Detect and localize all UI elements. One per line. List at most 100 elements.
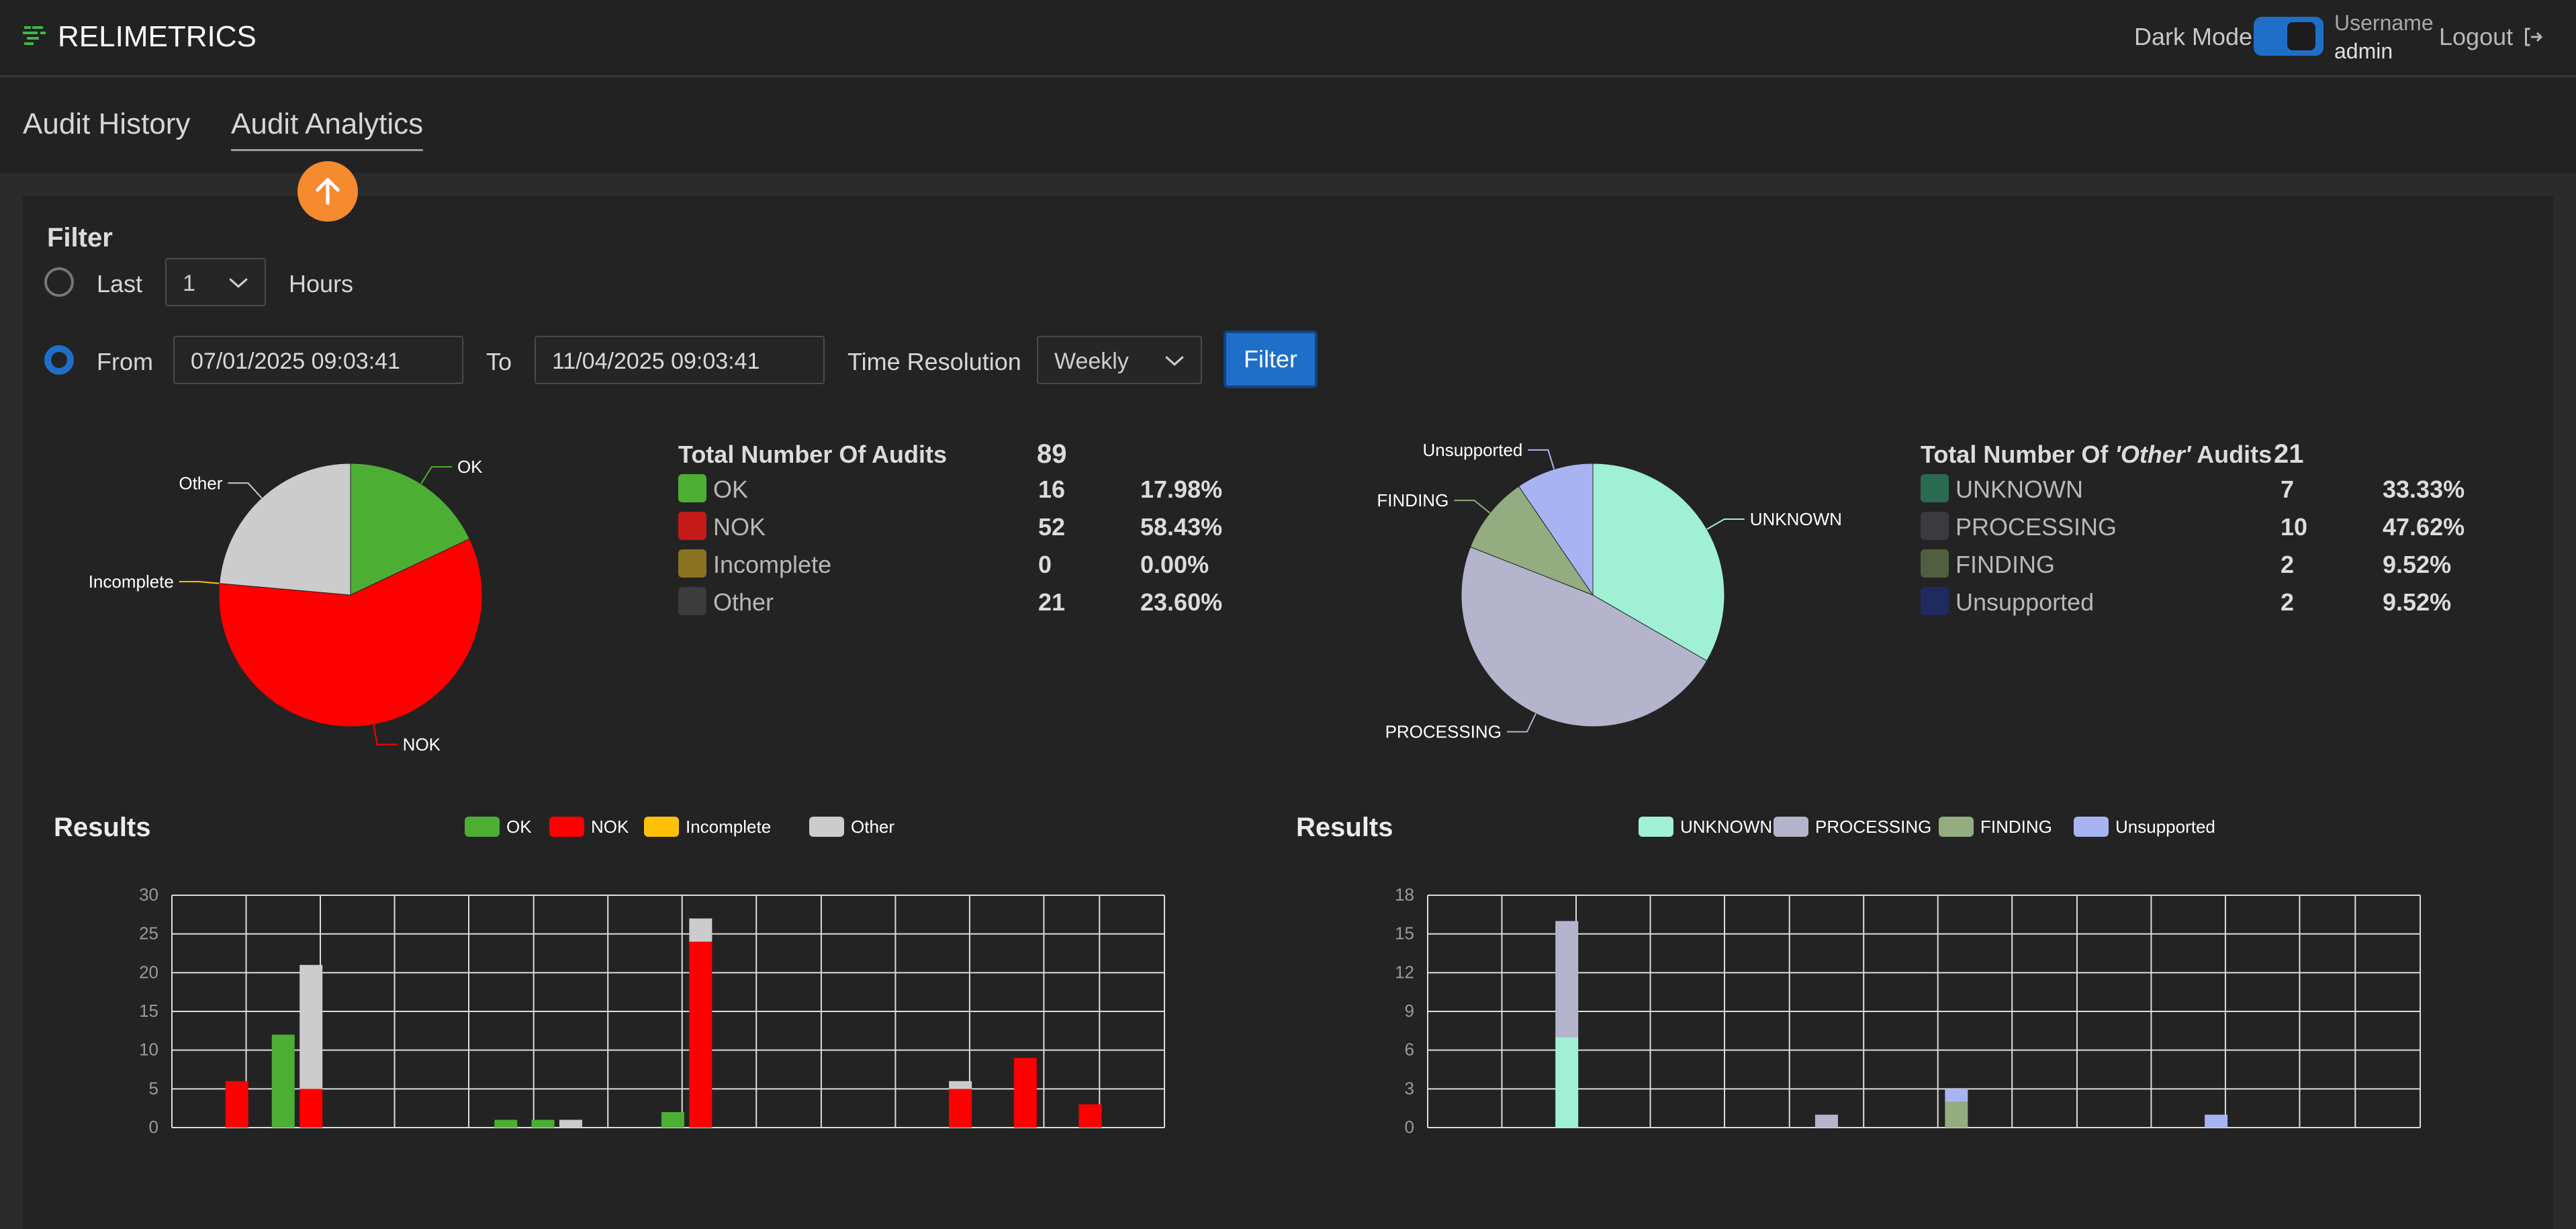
results-right-y-tick: 9 bbox=[1405, 1001, 1414, 1021]
results-left-bar-other[interactable] bbox=[300, 964, 323, 1089]
results-right-legend-swatch bbox=[2074, 817, 2109, 837]
results-right-bar-processing[interactable] bbox=[1814, 1114, 1838, 1128]
results-left-bar-nok[interactable] bbox=[1013, 1058, 1037, 1128]
from-date-input[interactable]: 07/01/2025 09:03:41 bbox=[173, 336, 463, 384]
results-left-bar-nok[interactable] bbox=[689, 942, 712, 1128]
pie-status-leader-line bbox=[228, 482, 263, 499]
results-left-legend-swatch bbox=[465, 817, 500, 837]
results-right-bar-finding[interactable] bbox=[1945, 1101, 1968, 1128]
results-right-bar-unsupported[interactable] bbox=[1945, 1089, 1968, 1102]
other-summary-swatch bbox=[1921, 474, 1949, 502]
other-summary-name: PROCESSING bbox=[1956, 513, 2117, 541]
logout-button[interactable]: Logout bbox=[2439, 23, 2545, 51]
other-audits-title: Total Number Of 'Other' Audits bbox=[1921, 441, 2272, 469]
results-left-bar-nok[interactable] bbox=[949, 1089, 972, 1128]
time-resolution-label: Time Resolution bbox=[847, 348, 1021, 375]
results-left-bar-ok[interactable] bbox=[661, 1111, 684, 1128]
pie-other-slice-finding[interactable] bbox=[1469, 486, 1594, 596]
dark-mode-label: Dark Mode bbox=[2134, 23, 2253, 50]
pie-other-slice-unsupported[interactable] bbox=[1518, 463, 1594, 596]
results-left-bar-ok[interactable] bbox=[494, 1120, 518, 1128]
pie-status-label: Incomplete bbox=[89, 572, 174, 592]
tab-audit-analytics[interactable]: Audit Analytics bbox=[231, 107, 424, 151]
logo-text: RELIMETRICS bbox=[58, 20, 257, 53]
from-date-value: 07/01/2025 09:03:41 bbox=[191, 349, 400, 374]
from-radio[interactable] bbox=[44, 345, 74, 375]
to-date-input[interactable]: 11/04/2025 09:03:41 bbox=[535, 336, 825, 384]
summary-percent: 23.60% bbox=[1140, 588, 1223, 616]
logo[interactable]: RELIMETRICS bbox=[23, 20, 257, 54]
pie-status-leader-line bbox=[373, 724, 398, 745]
time-resolution-value: Weekly bbox=[1054, 349, 1129, 374]
results-right-legend-item[interactable]: PROCESSING bbox=[1774, 817, 1931, 837]
results-left-legend-label: NOK bbox=[591, 817, 629, 837]
results-right-legend-swatch bbox=[1774, 817, 1808, 837]
results-right-legend-label: UNKNOWN bbox=[1680, 817, 1772, 837]
results-left-bar-ok[interactable] bbox=[531, 1120, 555, 1128]
results-left-legend-item[interactable]: OK bbox=[465, 817, 532, 837]
results-right-legend-swatch bbox=[1939, 817, 1974, 837]
results-right-legend-label: Unsupported bbox=[2115, 817, 2215, 837]
other-summary-percent: 9.52% bbox=[2383, 551, 2452, 578]
results-right-bar-processing[interactable] bbox=[1555, 921, 1579, 1038]
scroll-up-button[interactable] bbox=[297, 161, 358, 222]
filter-button[interactable]: Filter bbox=[1224, 330, 1318, 388]
results-left-legend-swatch bbox=[809, 817, 844, 837]
results-left-bar-other[interactable] bbox=[949, 1081, 972, 1089]
results-right-legend-item[interactable]: UNKNOWN bbox=[1639, 817, 1772, 837]
other-summary-count: 2 bbox=[2281, 588, 2295, 616]
results-right-legend-item[interactable]: FINDING bbox=[1939, 817, 2052, 837]
results-left-y-tick: 20 bbox=[139, 962, 158, 982]
summary-count: 52 bbox=[1038, 513, 1066, 541]
results-right-y-tick: 12 bbox=[1395, 962, 1414, 982]
results-left-bar-other[interactable] bbox=[689, 918, 712, 942]
other-title-em: 'Other' bbox=[2115, 441, 2191, 468]
results-left-legend-item[interactable]: NOK bbox=[549, 817, 629, 837]
results-left-bar-nok[interactable] bbox=[225, 1081, 248, 1128]
summary-name: OK bbox=[713, 475, 749, 503]
logo-icon bbox=[23, 26, 46, 45]
to-date-value: 11/04/2025 09:03:41 bbox=[552, 349, 760, 374]
pie-status-slice-other[interactable] bbox=[219, 463, 351, 596]
username-value: admin bbox=[2334, 39, 2393, 63]
summary-name: Other bbox=[713, 588, 774, 616]
results-left-bar-nok[interactable] bbox=[1078, 1104, 1102, 1128]
pie-other-label: UNKNOWN bbox=[1750, 509, 1842, 529]
results-left-y-tick: 30 bbox=[139, 884, 158, 905]
results-left-legend-item[interactable]: Incomplete bbox=[644, 817, 771, 837]
other-summary-row: FINDING 2 9.52% bbox=[1921, 547, 2525, 580]
tab-audit-history[interactable]: Audit History bbox=[23, 107, 191, 140]
pie-status-slice-ok[interactable] bbox=[350, 463, 470, 596]
last-amount-select[interactable]: 1 bbox=[165, 258, 266, 306]
time-resolution-select[interactable]: Weekly bbox=[1037, 336, 1202, 384]
results-right-bar-unsupported[interactable] bbox=[2205, 1114, 2228, 1128]
other-summary-count: 2 bbox=[2281, 551, 2295, 578]
summary-swatch bbox=[678, 549, 706, 578]
other-audits-total: 21 bbox=[2274, 439, 2304, 469]
last-radio[interactable] bbox=[44, 267, 74, 297]
results-right-y-tick: 3 bbox=[1405, 1078, 1414, 1098]
results-title-right: Results bbox=[1296, 813, 1393, 842]
results-left-legend-item[interactable]: Other bbox=[809, 817, 894, 837]
pie-other-leader-line bbox=[1506, 713, 1536, 733]
dark-mode-toggle[interactable] bbox=[2254, 17, 2324, 56]
from-label: From bbox=[97, 348, 153, 375]
results-bar-chart-left: OKNOKIncompleteOther05101520253007-0107-… bbox=[139, 817, 1165, 1136]
results-left-bar-nok[interactable] bbox=[300, 1089, 323, 1128]
pie-other-slice-processing[interactable] bbox=[1461, 546, 1708, 727]
results-left-y-tick: 5 bbox=[149, 1078, 158, 1098]
results-right-legend-item[interactable]: Unsupported bbox=[2074, 817, 2215, 837]
summary-count: 16 bbox=[1038, 475, 1066, 503]
other-summary-count: 7 bbox=[2281, 475, 2295, 503]
results-right-bar-unknown[interactable] bbox=[1555, 1037, 1579, 1128]
summary-count: 0 bbox=[1038, 551, 1052, 578]
hours-label: Hours bbox=[289, 270, 354, 298]
results-right-y-tick: 18 bbox=[1395, 884, 1414, 905]
chevron-down-icon bbox=[1165, 356, 1184, 366]
results-left-bar-other[interactable] bbox=[559, 1120, 582, 1128]
results-left-bar-ok[interactable] bbox=[271, 1034, 295, 1128]
other-summary-count: 10 bbox=[2281, 513, 2308, 541]
results-left-y-tick: 25 bbox=[139, 923, 158, 944]
summary-name: NOK bbox=[713, 513, 766, 541]
other-audit-pie-chart: UNKNOWN PROCESSING FINDING Unsupported bbox=[1377, 440, 1842, 742]
